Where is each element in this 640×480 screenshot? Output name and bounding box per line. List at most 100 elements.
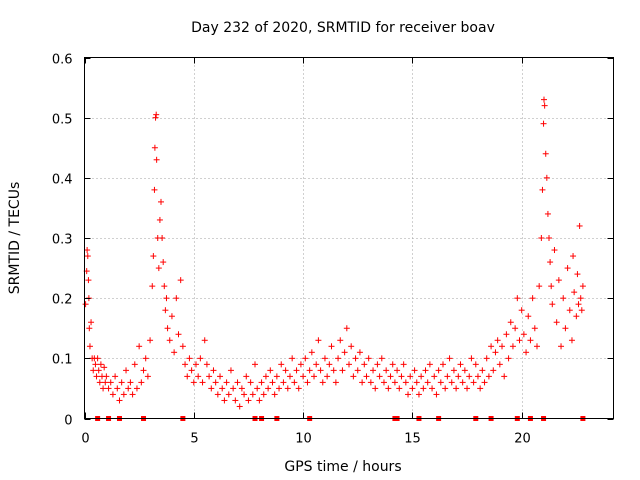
chart-title: Day 232 of 2020, SRMTID for receiver boa… <box>191 20 495 36</box>
data-point <box>241 391 248 398</box>
data-point <box>190 379 197 386</box>
data-point <box>324 373 331 380</box>
data-point <box>551 247 558 254</box>
data-point <box>225 391 232 398</box>
data-point <box>483 355 490 362</box>
data-point <box>147 337 154 344</box>
data-point <box>402 379 409 386</box>
data-point <box>431 373 438 380</box>
data-point <box>245 397 252 404</box>
data-point <box>429 385 436 392</box>
data-point <box>396 385 403 392</box>
y-tick-label: 0 <box>64 414 72 429</box>
data-point <box>88 319 95 326</box>
data-point <box>223 379 230 386</box>
data-point <box>372 385 379 392</box>
data-point <box>356 349 363 356</box>
data-point <box>573 313 580 320</box>
data-point <box>352 355 359 362</box>
x-tick-label: 0 <box>81 432 89 447</box>
data-point <box>227 367 234 374</box>
data-point <box>86 325 93 332</box>
data-point <box>136 343 143 350</box>
data-point <box>503 331 510 338</box>
data-point <box>523 349 530 356</box>
data-point <box>435 367 442 374</box>
data-point <box>252 361 259 368</box>
data-point <box>485 373 492 380</box>
data-point <box>378 355 385 362</box>
data-point <box>365 355 372 362</box>
data-point <box>544 210 551 217</box>
data-point <box>116 397 123 404</box>
data-point <box>341 349 348 356</box>
data-point <box>302 355 309 362</box>
data-point <box>570 253 577 260</box>
data-point <box>339 367 346 374</box>
data-point <box>474 373 481 380</box>
data-point <box>315 337 322 344</box>
data-point <box>453 385 460 392</box>
data-point <box>321 355 328 362</box>
data-point <box>123 367 130 374</box>
data-point <box>516 337 523 344</box>
data-point <box>212 379 219 386</box>
data-point <box>151 186 158 193</box>
data-point <box>501 373 508 380</box>
data-point <box>579 283 586 290</box>
data-point <box>92 361 99 368</box>
data-point <box>562 325 569 332</box>
data-point <box>317 367 324 374</box>
data-point <box>182 361 189 368</box>
data-point <box>450 367 457 374</box>
data-point <box>173 295 180 302</box>
data-point <box>247 379 254 386</box>
data-point <box>85 277 92 284</box>
data-point <box>361 361 368 368</box>
data-point <box>391 379 398 386</box>
data-point <box>232 397 239 404</box>
data-point <box>306 367 313 374</box>
data-point <box>94 355 101 362</box>
data-point <box>256 397 263 404</box>
data-point <box>308 349 315 356</box>
data-point <box>138 379 145 386</box>
data-point <box>112 373 119 380</box>
data-point <box>499 343 506 350</box>
data-point <box>300 373 307 380</box>
data-point <box>271 391 278 398</box>
data-point <box>267 367 274 374</box>
data-point <box>160 259 167 266</box>
data-point <box>494 337 501 344</box>
data-point <box>448 379 455 386</box>
data-point <box>470 379 477 386</box>
data-point <box>558 343 565 350</box>
data-point <box>166 337 173 344</box>
data-point <box>505 355 512 362</box>
data-point <box>276 385 283 392</box>
data-point <box>254 385 261 392</box>
data-point <box>93 373 100 380</box>
data-point <box>481 379 488 386</box>
data-point <box>418 373 425 380</box>
tick-labels: 0 0.1 0.2 0.3 0.4 0.5 0.6 0 5 10 15 20 <box>52 53 531 447</box>
data-point <box>335 355 342 362</box>
data-point <box>164 325 171 332</box>
data-point <box>479 367 486 374</box>
data-point <box>114 385 121 392</box>
data-point <box>217 373 224 380</box>
data-point <box>437 379 444 386</box>
data-point <box>234 379 241 386</box>
data-point <box>297 361 304 368</box>
data-point <box>518 307 525 314</box>
data-point <box>184 373 191 380</box>
x-axis-title: GPS time / hours <box>284 459 401 475</box>
data-point <box>102 379 109 386</box>
data-point <box>159 235 166 241</box>
data-point <box>304 379 311 386</box>
data-point <box>243 373 250 380</box>
data-point <box>422 367 429 374</box>
data-point <box>238 385 245 392</box>
data-point <box>394 367 401 374</box>
data-point <box>219 385 226 392</box>
